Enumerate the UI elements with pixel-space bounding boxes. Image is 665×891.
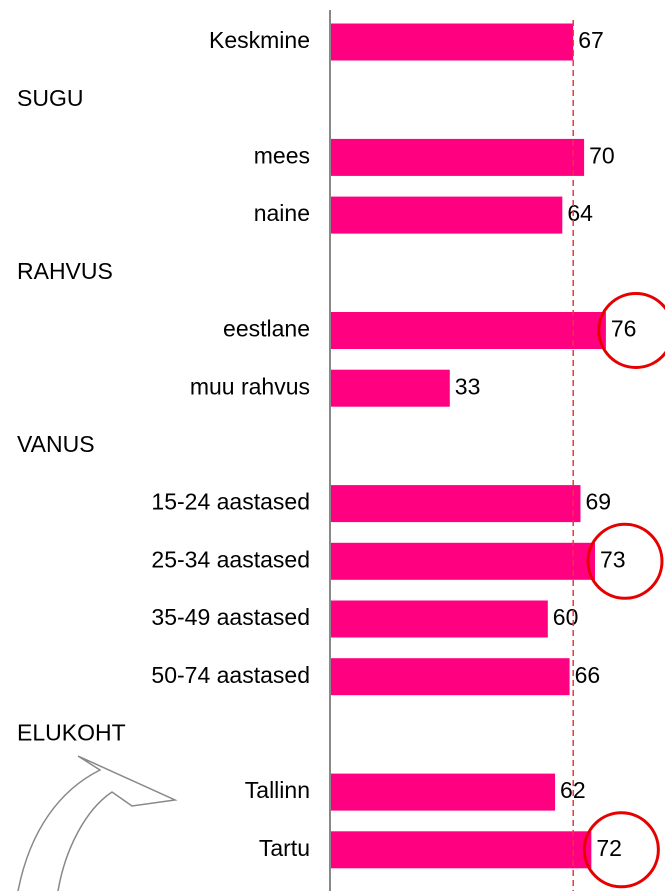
highlight-circle [586,522,664,600]
group-heading: VANUS [17,431,95,457]
bar [330,831,592,869]
highlight-circle [582,811,660,889]
value-label: 73 [600,546,626,572]
value-label: 60 [553,604,579,630]
y-tick-label: 35-49 aastased [151,604,310,630]
bar [330,196,563,234]
y-tick-label: Tallinn [245,777,310,803]
value-label: 33 [455,373,481,399]
bar [330,600,548,638]
value-label: 66 [575,662,601,688]
bar [330,369,450,407]
y-tick-label: 25-34 aastased [151,546,310,572]
y-tick-label: naine [254,200,310,226]
y-tick-label: eestlane [223,316,310,342]
y-tick-label: 50-74 aastased [151,662,310,688]
value-label: 67 [578,27,604,53]
bar [330,658,570,696]
bar [330,485,581,523]
value-label: 76 [611,316,637,342]
y-tick-label: Tartu [259,835,310,861]
bar [330,312,606,349]
arrow-decoration [17,755,178,891]
y-tick-label: 15-24 aastased [151,489,310,515]
bar [330,542,595,580]
value-label: 72 [596,835,622,861]
y-tick-label: Keskmine [209,27,310,53]
value-label: 64 [567,200,593,226]
group-heading: RAHVUS [17,258,113,284]
value-label: 70 [589,142,615,168]
value-label: 69 [585,489,611,515]
bar [330,138,585,176]
y-tick-label: mees [254,142,310,168]
group-heading: SUGU [17,85,83,111]
bar [330,23,574,61]
bar [330,773,556,811]
group-heading: ELUKOHT [17,719,126,745]
highlight-circle [597,292,665,369]
y-tick-label: muu rahvus [190,373,310,399]
